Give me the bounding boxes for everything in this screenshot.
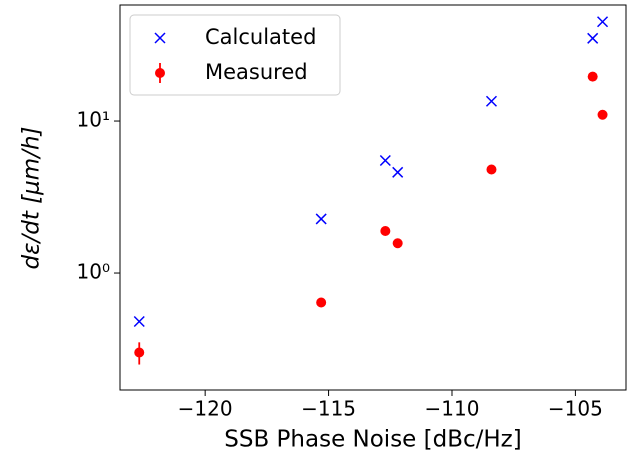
point (392, 166, 404, 178)
legend-label: Measured (205, 60, 308, 84)
point (597, 16, 609, 28)
x-marker (379, 154, 391, 167)
y-axis-label: dε/dt [μm/h] (19, 126, 45, 269)
point (485, 95, 498, 107)
x-marker (597, 16, 609, 28)
point (133, 315, 145, 328)
point (315, 213, 327, 225)
y-tick-label: 10¹ (77, 108, 110, 132)
point (134, 347, 145, 358)
x-marker (587, 32, 599, 44)
x-axis-label: SSB Phase Noise [dBc/Hz] (224, 427, 521, 453)
y-tick-label: 10⁰ (77, 260, 110, 284)
point (316, 297, 327, 308)
point (380, 226, 391, 237)
plot-area (119, 4, 627, 391)
point (379, 154, 391, 167)
legend-marker (155, 68, 165, 78)
x-marker (392, 166, 404, 178)
x-marker (133, 315, 145, 328)
x-tick-label: −110 (425, 397, 480, 421)
x-tick-label: −115 (301, 397, 356, 421)
x-marker (315, 213, 327, 225)
x-marker (154, 32, 166, 44)
legend-box (129, 14, 341, 96)
legend-marker (154, 32, 166, 44)
point (587, 71, 598, 82)
x-marker (485, 95, 498, 107)
point (587, 32, 599, 44)
point (392, 238, 403, 249)
point (597, 109, 608, 120)
point (486, 164, 497, 175)
legend-label: Calculated (205, 25, 316, 49)
x-tick-label: −105 (548, 397, 603, 421)
x-tick-label: −120 (178, 397, 233, 421)
